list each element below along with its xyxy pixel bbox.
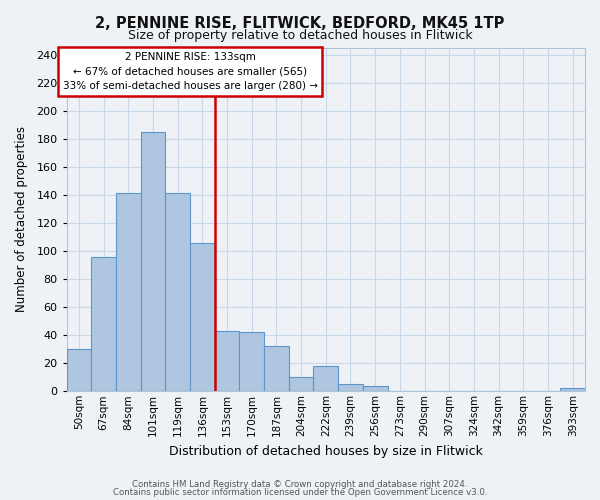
Text: Contains public sector information licensed under the Open Government Licence v3: Contains public sector information licen… xyxy=(113,488,487,497)
Bar xyxy=(91,256,116,392)
Text: 2 PENNINE RISE: 133sqm
← 67% of detached houses are smaller (565)
33% of semi-de: 2 PENNINE RISE: 133sqm ← 67% of detached… xyxy=(62,52,317,92)
Bar xyxy=(67,349,91,392)
Bar xyxy=(116,194,140,392)
Bar xyxy=(264,346,289,392)
Bar xyxy=(140,132,166,392)
X-axis label: Distribution of detached houses by size in Flitwick: Distribution of detached houses by size … xyxy=(169,444,483,458)
Bar xyxy=(190,242,215,392)
Text: 2, PENNINE RISE, FLITWICK, BEDFORD, MK45 1TP: 2, PENNINE RISE, FLITWICK, BEDFORD, MK45… xyxy=(95,16,505,31)
Y-axis label: Number of detached properties: Number of detached properties xyxy=(15,126,28,312)
Bar xyxy=(560,388,585,392)
Bar xyxy=(289,377,313,392)
Bar xyxy=(215,331,239,392)
Bar xyxy=(313,366,338,392)
Text: Contains HM Land Registry data © Crown copyright and database right 2024.: Contains HM Land Registry data © Crown c… xyxy=(132,480,468,489)
Bar xyxy=(239,332,264,392)
Bar xyxy=(338,384,363,392)
Bar xyxy=(166,194,190,392)
Bar xyxy=(363,386,388,392)
Text: Size of property relative to detached houses in Flitwick: Size of property relative to detached ho… xyxy=(128,29,472,42)
